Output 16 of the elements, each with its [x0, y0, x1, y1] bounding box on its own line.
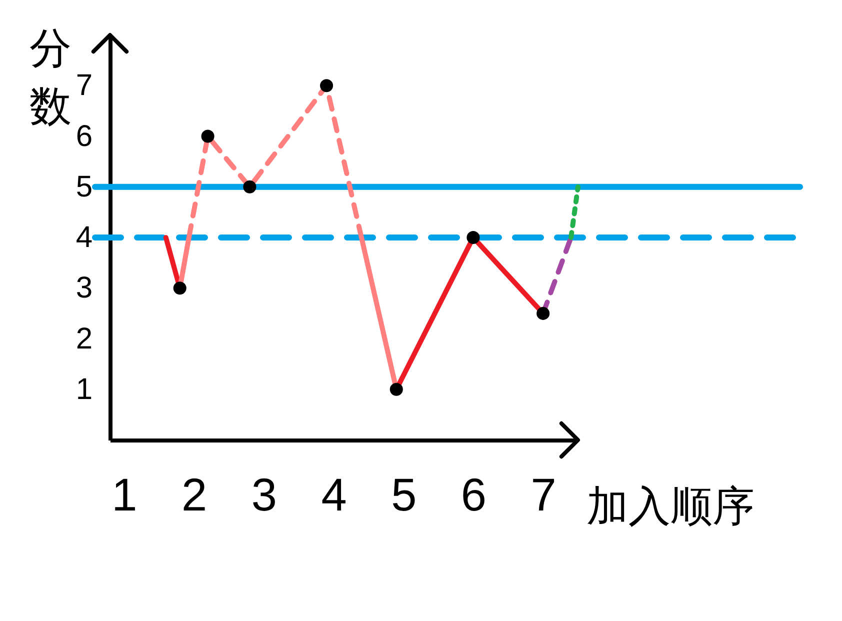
y-tick-label: 2 [76, 322, 92, 356]
y-tick-label: 6 [76, 120, 92, 153]
y-tick-label: 4 [76, 221, 92, 254]
x-tick-label: 7 [530, 468, 556, 520]
x-axis-title: 加入顺序 [586, 482, 754, 530]
x-tick-label: 4 [321, 468, 347, 520]
y-tick-label: 7 [76, 69, 92, 102]
x-tick-label: 5 [391, 468, 417, 520]
y-tick-label: 1 [76, 372, 92, 406]
y-axis-title: 分数 [30, 24, 72, 130]
y-tick-label: 5 [76, 170, 92, 204]
x-tick-label: 2 [182, 468, 208, 520]
x-tick-label: 1 [112, 468, 138, 520]
x-tick-label: 3 [251, 468, 277, 520]
x-tick-label: 6 [460, 468, 487, 520]
y-tick-label: 3 [76, 272, 92, 305]
